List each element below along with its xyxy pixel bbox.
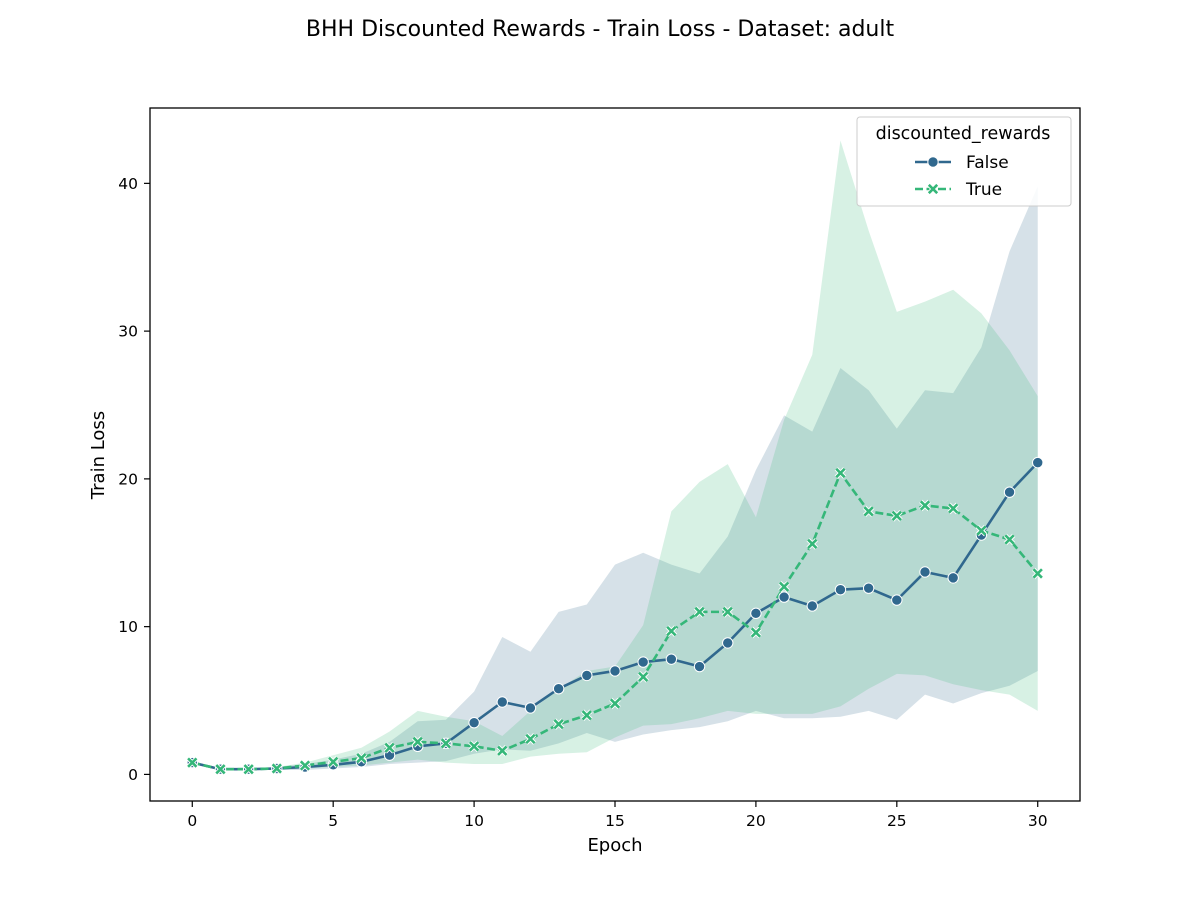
data-point-true (187, 757, 198, 768)
data-point-true (638, 671, 649, 683)
data-point-true (1004, 534, 1015, 545)
y-tick-label: 0 (128, 766, 138, 784)
y-axis-label: Train Loss (88, 411, 109, 500)
data-point-true (778, 581, 790, 592)
data-point-true (271, 763, 282, 774)
data-point-true (243, 764, 254, 775)
data-point-false (637, 656, 649, 668)
x-tick-label: 0 (187, 812, 197, 830)
data-point-false (891, 594, 903, 606)
data-point-false (524, 702, 537, 714)
data-point-true (750, 627, 762, 638)
y-tick-label: 10 (118, 618, 138, 636)
data-point-true (412, 736, 423, 748)
data-point-false (693, 660, 706, 673)
data-point-true (328, 756, 339, 767)
confidence-bands (192, 140, 1038, 770)
data-point-true (581, 710, 592, 721)
data-point-true (948, 503, 959, 514)
x-tick-label: 25 (887, 812, 907, 830)
x-axis-label: Epoch (587, 835, 642, 856)
data-point-false (496, 696, 508, 708)
x-tick-label: 20 (746, 812, 766, 830)
data-point-true (609, 698, 621, 709)
data-point-false (750, 607, 762, 620)
confidence-band-false (192, 186, 1038, 770)
x-tick-label: 30 (1028, 812, 1048, 830)
series-markers (186, 456, 1044, 775)
y-tick-label: 20 (118, 470, 138, 488)
data-point-true (525, 733, 536, 745)
data-point-false (1003, 486, 1016, 498)
x-axis-ticks: 0 5 10 15 20 25 30 (187, 801, 1048, 830)
data-point-true (356, 753, 367, 764)
data-point-false (468, 716, 480, 729)
data-point-false (947, 572, 959, 584)
legend: discounted_rewards False True (856, 116, 1072, 207)
y-tick-label: 30 (118, 323, 138, 341)
data-point-false (552, 683, 565, 695)
x-tick-label: 15 (605, 812, 625, 830)
data-point-true (215, 764, 226, 775)
legend-title: discounted_rewards (876, 124, 1051, 144)
chart-title: BHH Discounted Rewards - Train Loss - Da… (306, 17, 895, 42)
data-point-true (384, 742, 395, 753)
data-point-true (666, 625, 677, 637)
data-point-true (440, 738, 452, 749)
data-point-false (834, 584, 847, 596)
data-point-true (919, 500, 931, 511)
data-point-true (497, 745, 508, 756)
y-axis-ticks: 0 10 20 30 40 (118, 175, 150, 784)
legend-marker-false (927, 156, 939, 168)
legend-label-true: True (965, 180, 1002, 200)
data-point-false (806, 600, 818, 612)
y-tick-label: 40 (118, 175, 138, 193)
data-point-true (1032, 568, 1043, 579)
legend-label-false: False (966, 153, 1009, 173)
data-point-false (609, 665, 621, 677)
data-point-true (807, 538, 818, 550)
data-point-true (863, 506, 874, 517)
data-point-true (835, 467, 846, 479)
data-point-false (919, 566, 931, 578)
data-point-false (862, 582, 875, 594)
data-point-true (694, 606, 705, 617)
data-point-true (722, 606, 733, 617)
legend-marker-true (927, 183, 939, 195)
data-point-true (976, 525, 987, 536)
data-point-false (581, 669, 593, 682)
data-point-false (665, 653, 678, 665)
data-point-false (722, 637, 734, 649)
data-point-true (553, 719, 564, 730)
data-point-true (891, 510, 902, 521)
confidence-band-true (192, 140, 1038, 770)
x-tick-label: 10 (464, 812, 484, 830)
data-point-false (778, 591, 790, 603)
data-point-true (468, 741, 480, 752)
data-point-false (1032, 456, 1044, 469)
data-point-true (299, 760, 311, 771)
x-tick-label: 5 (328, 812, 338, 830)
legend-box (856, 116, 1072, 207)
